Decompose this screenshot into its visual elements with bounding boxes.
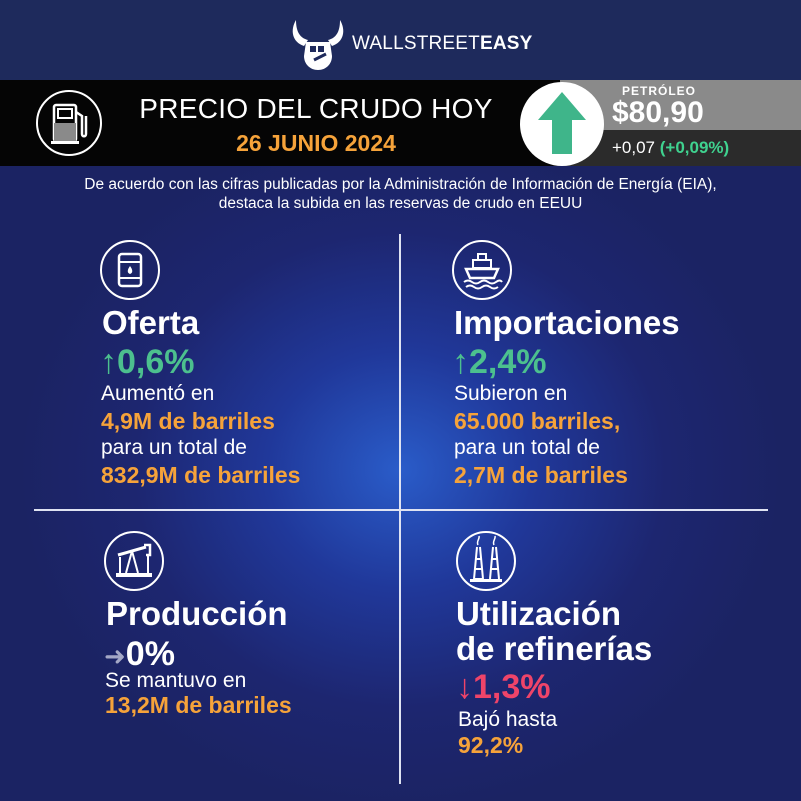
refinery-stat: ↓1,3% (456, 668, 551, 706)
page-date: 26 JUNIO 2024 (236, 130, 396, 156)
horizontal-divider (34, 509, 768, 511)
production-highlight1: 13,2M de barriles (105, 692, 292, 718)
imports-title: Importaciones (454, 304, 680, 341)
brand-band (0, 0, 801, 80)
oil-barrel-icon (100, 240, 160, 300)
price-label: PETRÓLEO (622, 84, 697, 98)
right-arrow-icon: ➜ (104, 641, 126, 671)
price-change: +0,07 (+0,09%) (612, 138, 730, 157)
production-title: Producción (106, 595, 288, 632)
page-title: PRECIO DEL CRUDO HOY (139, 93, 493, 124)
down-arrow-icon: ↓ (456, 668, 473, 706)
brand-name: WALLSTREETEASY (352, 33, 533, 54)
supply-highlight2: 832,9M de barriles (101, 462, 301, 488)
production-line1: Se mantuvo en (105, 669, 247, 692)
intro-text: De acuerdo con las cifras publicadas por… (84, 176, 717, 212)
supply-highlight1: 4,9M de barriles (101, 408, 275, 434)
refinery-line1: Bajó hasta (458, 708, 558, 731)
refinery-title-line1: Utilización (456, 595, 622, 632)
price-value: $80,90 (612, 96, 704, 129)
pumpjack-icon (104, 531, 164, 591)
refinery-highlight1: 92,2% (458, 732, 524, 758)
up-arrow-icon (520, 82, 604, 166)
imports-highlight1: 65.000 barriles, (454, 408, 621, 434)
supply-line1: Aumentó en (101, 382, 215, 405)
up-arrow-icon: ↑ (100, 343, 117, 381)
supply-stat: ↑0,6% (100, 343, 195, 381)
supply-title: Oferta (102, 304, 200, 341)
imports-highlight2: 2,7M de barriles (454, 462, 628, 488)
up-arrow-icon: ↑ (452, 343, 469, 381)
refinery-icon (456, 531, 516, 591)
refinery-title-line2: de refinerías (456, 630, 653, 667)
price-change-pct: (+0,09%) (659, 138, 730, 157)
bull-fist-icon (292, 20, 344, 70)
brand-logo: WALLSTREETEASY (288, 16, 532, 72)
fuel-pump-icon (36, 90, 102, 156)
production-stat: ➜0% (104, 635, 175, 673)
supply-line2: para un total de (101, 436, 247, 459)
imports-line2: para un total de (454, 436, 600, 459)
imports-line1: Subieron en (454, 382, 568, 405)
ship-icon (452, 240, 512, 300)
imports-stat: ↑2,4% (452, 343, 547, 381)
